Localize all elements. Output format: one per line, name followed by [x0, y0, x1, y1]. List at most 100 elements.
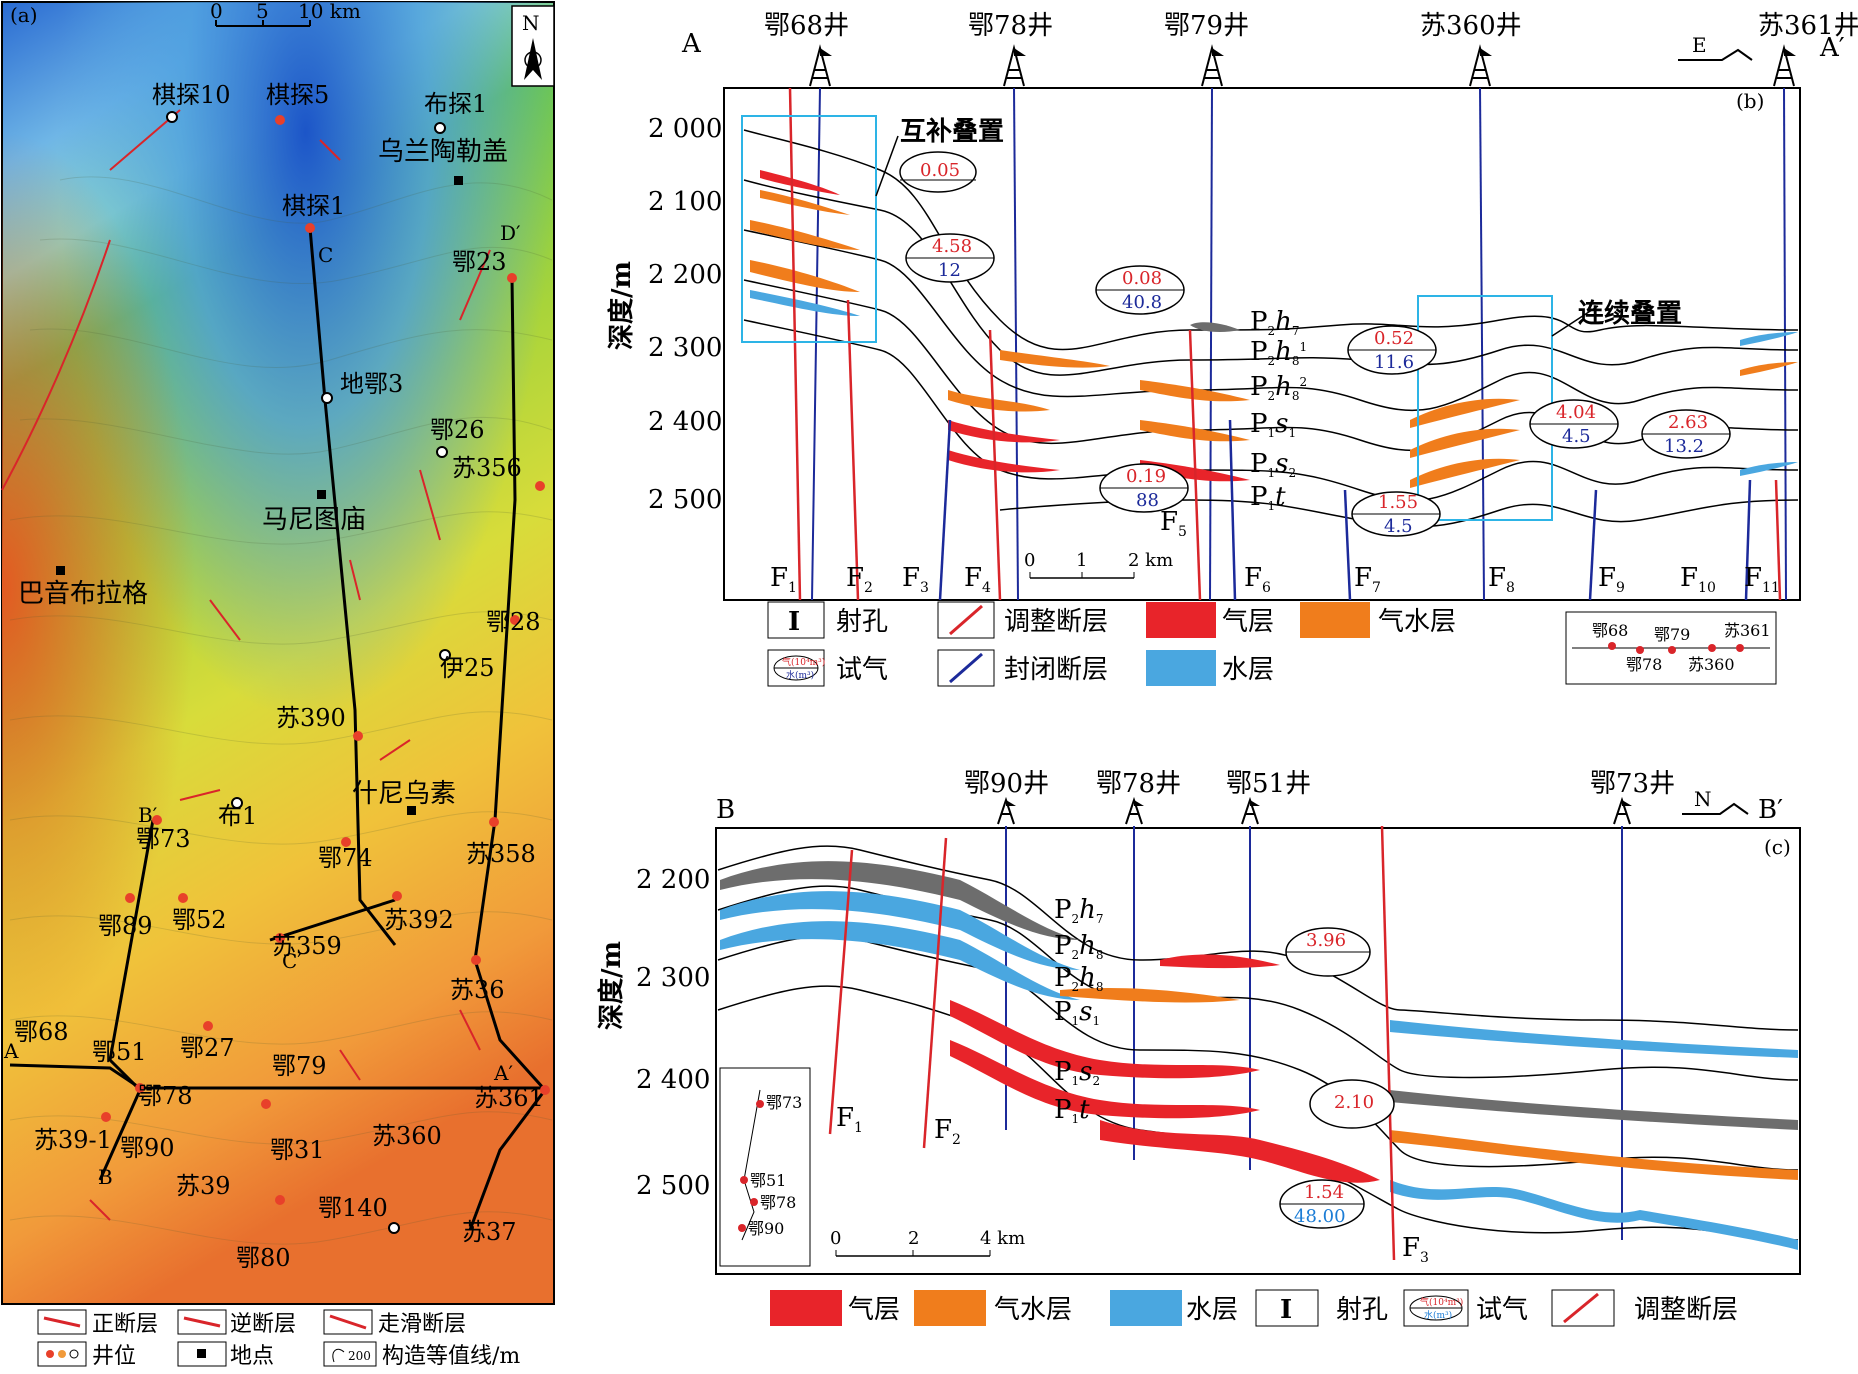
north-arrow-icon: N: [511, 5, 555, 87]
svg-text:鄂90: 鄂90: [748, 1219, 784, 1238]
svg-text:气层: 气层: [1222, 607, 1274, 637]
cross-section-a-svg: (b) A A′ E 深度/m 2 000 2 100 2 200 2 300 …: [606, 11, 1858, 687]
well-name: 苏361井: [1758, 11, 1858, 41]
svg-text:D′: D′: [500, 221, 521, 245]
section-b-start: A: [681, 29, 702, 59]
svg-text:10 km: 10 km: [298, 0, 361, 23]
gas-test: 2.63 13.2: [1641, 409, 1731, 459]
well-label: 布1: [218, 802, 257, 830]
svg-text:水层: 水层: [1186, 1295, 1238, 1325]
svg-text:鄂73: 鄂73: [766, 1093, 802, 1112]
svg-text:鄂78: 鄂78: [1626, 655, 1662, 674]
legend-c: 气层 气水层 水层 I 射孔 气(10⁴m³) 水(m³) 试气 调整断层: [770, 1289, 1738, 1327]
svg-text:水(m³): 水(m³): [786, 669, 814, 681]
svg-text:逆断层: 逆断层: [230, 1312, 296, 1337]
section-letters: C D′ B′ C′ A A′ B: [3, 221, 521, 1189]
svg-text:气(10⁴m³): 气(10⁴m³): [782, 656, 825, 668]
well-label: 鄂28: [486, 608, 541, 636]
derrick-icon: [1125, 796, 1144, 825]
gas-test: 0.08 40.8: [1095, 265, 1185, 315]
well-label: 苏359: [272, 932, 342, 960]
svg-text:鄂68: 鄂68: [1592, 621, 1628, 640]
gas-test-ellipses-c: 3.96 2.10 1.54 48.00: [1279, 927, 1395, 1229]
highlight-box: [741, 115, 877, 343]
map-panel-label: (a): [10, 3, 38, 27]
svg-text:1.55: 1.55: [1378, 492, 1418, 513]
well-name: 鄂78井: [1096, 770, 1181, 799]
derrick-icon: [1241, 796, 1260, 825]
svg-text:P2h81: P2h81: [1250, 337, 1307, 368]
svg-text:C: C: [318, 243, 333, 267]
svg-text:0.52: 0.52: [1374, 328, 1414, 349]
layer-labels-b: P2h7 P2h81 P2h82 P1s1 P1s2 P1t: [1250, 307, 1307, 513]
svg-text:F7: F7: [1354, 563, 1381, 596]
well-label: 棋探10: [152, 81, 231, 109]
svg-text:0: 0: [1024, 550, 1035, 571]
svg-text:C′: C′: [282, 949, 302, 973]
svg-text:B: B: [98, 1165, 113, 1189]
well-label: 鄂80: [236, 1244, 291, 1272]
map-scale-bar: 0 5 10 km: [210, 0, 361, 27]
well-label: 鄂74: [318, 844, 373, 872]
y-axis-label: 深度/m: [606, 261, 637, 350]
well-label: 苏37: [462, 1218, 517, 1246]
svg-text:F9: F9: [1598, 563, 1625, 596]
structure-map-panel: (a) 0 5 10 km N 棋探10 棋探5 布探1 棋探1 鄂23 地鄂3…: [0, 0, 558, 1370]
svg-text:F1: F1: [836, 1103, 863, 1136]
svg-text:11.6: 11.6: [1374, 352, 1414, 373]
gas-test: 4.58 12: [905, 233, 995, 283]
well-lines: [811, 87, 1787, 601]
svg-text:E: E: [1692, 33, 1707, 57]
svg-text:井位: 井位: [92, 1344, 136, 1369]
well-label: 鄂79: [272, 1052, 327, 1080]
svg-text:13.2: 13.2: [1664, 436, 1704, 457]
svg-text:12: 12: [938, 260, 961, 281]
svg-text:N: N: [1694, 787, 1712, 811]
svg-text:F2: F2: [846, 563, 873, 596]
y-ticks: 2 200 2 300 2 400 2 500: [636, 865, 710, 1201]
svg-text:0.19: 0.19: [1126, 466, 1166, 487]
svg-text:P1s2: P1s2: [1054, 1057, 1100, 1088]
svg-text:鄂78: 鄂78: [760, 1193, 796, 1212]
map-legend: 正断层 逆断层 走滑断层 井位 地点 200 构造等值线/m: [37, 1309, 520, 1369]
y-ticks: 2 000 2 100 2 200 2 300 2 400 2 500: [648, 114, 722, 515]
svg-text:F8: F8: [1488, 563, 1515, 596]
inset-map-c: 鄂73 鄂51 鄂78 鄂90: [719, 1067, 811, 1267]
gas-test: 0.52 11.6: [1347, 325, 1437, 375]
svg-text:水层: 水层: [1222, 655, 1274, 685]
map-section-lines: [9, 227, 548, 1231]
svg-text:试气: 试气: [1476, 1295, 1528, 1325]
well-name: 鄂51井: [1226, 770, 1311, 799]
well-label: 苏361: [474, 1084, 544, 1112]
svg-text:气水层: 气水层: [1378, 607, 1456, 637]
well-label: 鄂89: [98, 912, 153, 940]
gas-test: 4.04 4.5: [1529, 399, 1619, 449]
fault-labels-b: F1 F2 F3 F4 F5 F6 F7 F8 F9 F10 F11: [770, 507, 1780, 596]
well-label: 苏39: [176, 1172, 231, 1200]
svg-text:0.08: 0.08: [1122, 268, 1162, 289]
well-name: 鄂68井: [764, 11, 849, 41]
cross-section-a: (b) A A′ E 深度/m 2 000 2 100 2 200 2 300 …: [570, 0, 1858, 700]
svg-text:苏361: 苏361: [1724, 621, 1771, 640]
svg-text:射孔: 射孔: [836, 607, 888, 637]
svg-text:4.58: 4.58: [932, 236, 972, 257]
well-name: 鄂79井: [1164, 11, 1249, 41]
well-label: 鄂73: [136, 825, 191, 853]
scale-bar-c: 0 2 4 km: [830, 1228, 1025, 1257]
well-label: 苏36: [450, 976, 505, 1004]
direction-arrow-icon: N: [1682, 787, 1749, 815]
svg-text:P1s2: P1s2: [1250, 449, 1296, 480]
svg-text:2 300: 2 300: [648, 333, 722, 363]
svg-text:苏360: 苏360: [1688, 655, 1735, 674]
inset-map-b: 鄂68 鄂79 苏361 鄂78 苏360: [1565, 611, 1777, 685]
well-names: 鄂90井 鄂78井 鄂51井 鄂73井: [964, 769, 1675, 799]
faults-c: [828, 825, 1396, 1261]
well-label: 鄂140: [318, 1194, 388, 1222]
faults-b: [788, 87, 1782, 601]
svg-text:P2h8: P2h8: [1054, 963, 1104, 994]
svg-text:4 km: 4 km: [980, 1228, 1025, 1249]
well-name: 鄂90井: [964, 770, 1049, 799]
svg-text:2 200: 2 200: [636, 865, 710, 895]
well-label: 鄂52: [172, 906, 227, 934]
svg-text:F3: F3: [902, 563, 929, 596]
